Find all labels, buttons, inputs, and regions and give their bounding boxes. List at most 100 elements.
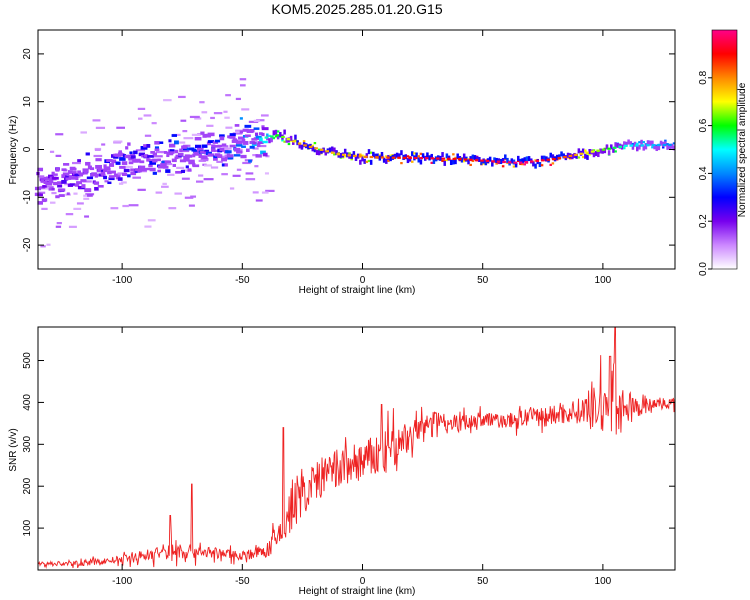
heatmap-cell (139, 160, 145, 164)
heatmap-cell (523, 163, 527, 166)
heatmap-cell (143, 114, 152, 117)
heatmap-cell (65, 177, 72, 180)
heatmap-cell (350, 153, 353, 159)
heatmap-cell (248, 120, 259, 123)
heatmap-cell (179, 148, 183, 153)
heatmap-cell (179, 159, 187, 163)
heatmap-cell (653, 144, 656, 150)
heatmap-cell (369, 151, 373, 154)
heatmap-cell (217, 154, 223, 159)
heatmap-cell (317, 148, 321, 151)
heatmap-cell (128, 161, 134, 165)
heatmap-cell (180, 169, 186, 174)
x-tick-label: -100 (112, 275, 132, 286)
heatmap-cell (219, 136, 225, 141)
heatmap-cell (180, 119, 187, 122)
heatmap-cell (651, 146, 654, 149)
heatmap-cell (480, 159, 483, 165)
heatmap-cell (178, 95, 186, 99)
heatmap-cell (235, 139, 242, 142)
heatmap-cell (359, 153, 362, 156)
heatmap-cell (219, 147, 225, 152)
heatmap-cell (382, 157, 386, 163)
heatmap-cell (40, 245, 46, 248)
heatmap-cell (298, 143, 302, 149)
heatmap-cell (95, 164, 102, 169)
heatmap-core-cell (303, 144, 307, 147)
heatmap-cell (411, 160, 414, 163)
heatmap-cell (94, 173, 99, 178)
heatmap-core-cell (513, 161, 517, 164)
heatmap-cell (454, 159, 457, 165)
heatmap-cell (261, 132, 265, 137)
heatmap-cell (519, 158, 522, 164)
heatmap-cell (194, 117, 202, 120)
heatmap-cell (135, 149, 146, 152)
heatmap-cell (525, 156, 529, 162)
heatmap-cell (361, 154, 364, 157)
heatmap-cell (268, 138, 271, 144)
heatmap-cell (169, 151, 175, 154)
heatmap-core-cell (264, 136, 269, 139)
heatmap-cell (504, 154, 507, 160)
heatmap-core-cell (286, 138, 291, 141)
heatmap-cell (260, 150, 266, 155)
heatmap-cell (406, 158, 410, 164)
heatmap-core-cell (574, 153, 578, 156)
heatmap-cell (389, 156, 392, 162)
heatmap-cell (212, 141, 219, 144)
heatmap-cell (235, 144, 243, 147)
heatmap-cell (672, 145, 676, 151)
heatmap-cell (203, 164, 212, 167)
heatmap-cell (107, 170, 112, 175)
heatmap-cell (256, 144, 267, 148)
heatmap-cell (182, 129, 188, 133)
heatmap-cell (274, 129, 278, 135)
heatmap-cell (154, 146, 160, 149)
heatmap-cell (57, 184, 63, 188)
spectrogram-y-label: Frequency (Hz) (8, 116, 19, 185)
heatmap-cell (283, 129, 286, 135)
heatmap-cell (478, 157, 481, 163)
heatmap-cell (245, 172, 254, 175)
snr-y-label: SNR (v/v) (8, 428, 19, 471)
heatmap-cell (91, 172, 98, 176)
heatmap-cell (41, 207, 48, 211)
heatmap-cell (146, 144, 151, 148)
heatmap-cell (262, 152, 268, 157)
heatmap-cell (152, 152, 158, 156)
heatmap-cell (207, 140, 215, 144)
heatmap-cell (644, 143, 648, 146)
heatmap-core-cell (292, 140, 296, 143)
heatmap-cell (343, 148, 347, 154)
heatmap-cell (144, 134, 152, 137)
heatmap-cell (38, 175, 45, 178)
heatmap-cell (261, 191, 269, 194)
spectrogram-x-label: Height of straight line (km) (299, 285, 416, 296)
heatmap-cell (241, 108, 250, 111)
heatmap-cell (52, 173, 58, 176)
heatmap-cell (233, 147, 241, 152)
heatmap-cell (616, 142, 620, 148)
heatmap-cell (221, 157, 228, 162)
heatmap-cell (512, 165, 516, 168)
heatmap-cell (186, 154, 193, 158)
heatmap-cell (80, 131, 87, 134)
heatmap-core-cell (435, 157, 440, 160)
heatmap-cell (614, 142, 617, 148)
x-tick-label: 50 (477, 576, 489, 587)
heatmap-cell (232, 174, 241, 177)
heatmap-cell (137, 188, 146, 191)
heatmap-cell (128, 157, 134, 161)
heatmap-cell (229, 135, 236, 139)
heatmap-cell (594, 150, 598, 156)
heatmap-cell (161, 185, 169, 188)
heatmap-cell (166, 154, 170, 158)
heatmap-cell (462, 153, 466, 159)
heatmap-core-cell (430, 157, 435, 160)
heatmap-cell (272, 130, 276, 136)
heatmap-cell (369, 159, 373, 165)
heatmap-cell (103, 175, 108, 180)
heatmap-cell (411, 151, 414, 157)
